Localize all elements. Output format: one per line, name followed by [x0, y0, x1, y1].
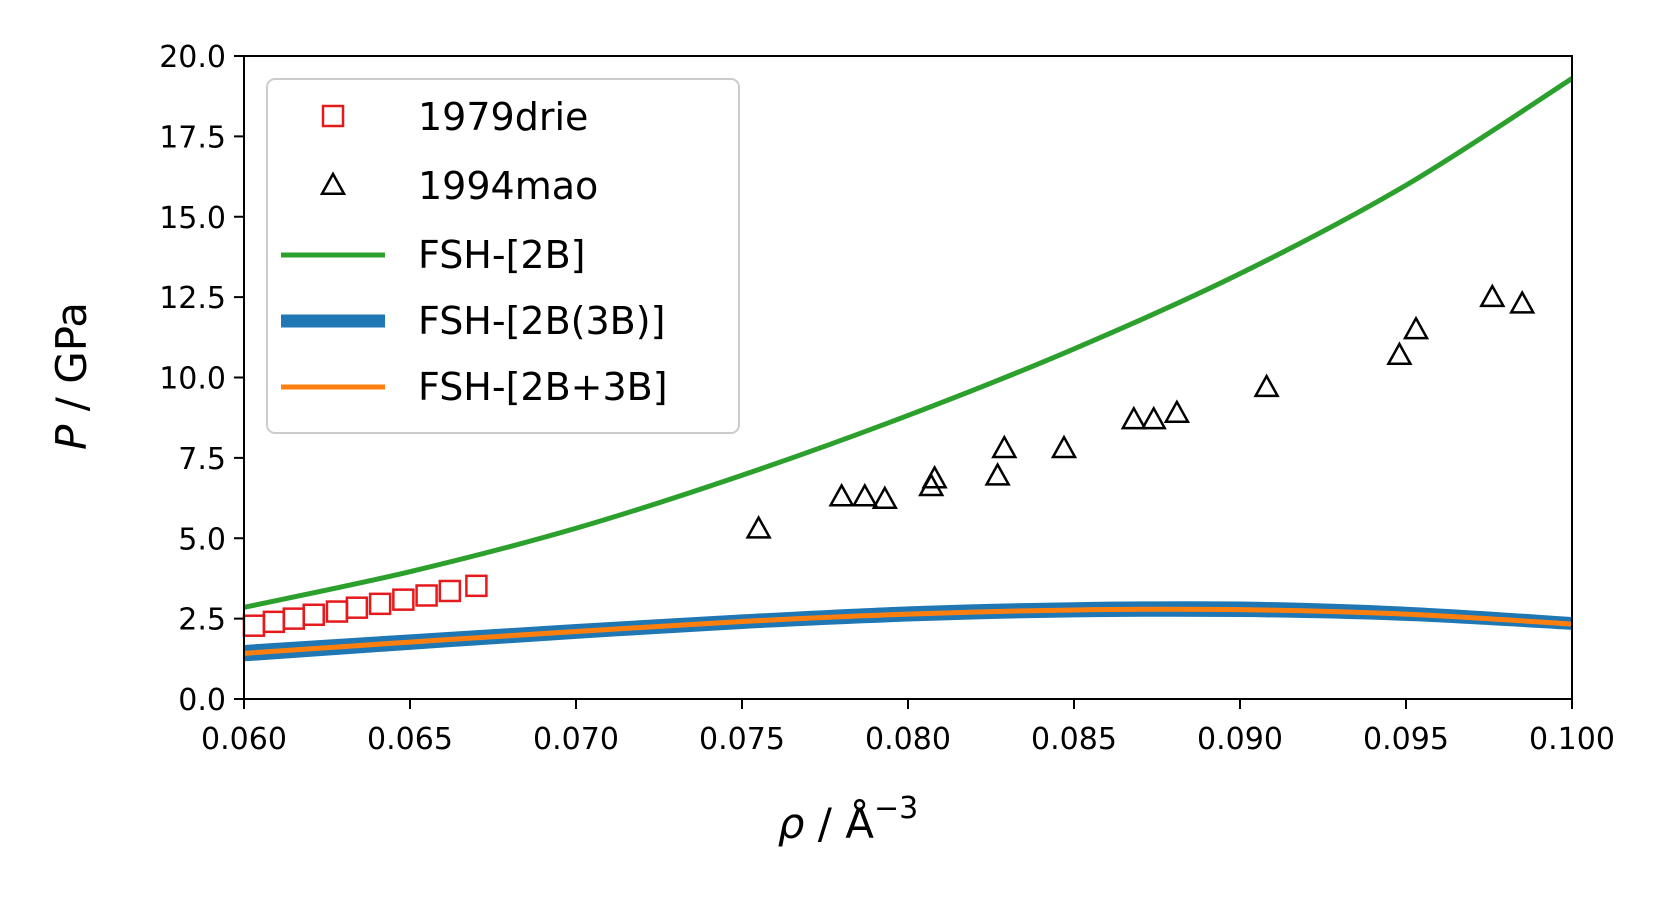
- data-point-1979drie: [242, 614, 266, 637]
- legend-label: FSH-[2B(3B)]: [418, 299, 665, 343]
- data-point-1994mao: [745, 515, 772, 539]
- legend-entry: FSH-[2B(3B)]: [281, 299, 665, 343]
- data-point-1994mao: [1140, 405, 1167, 430]
- data-point-1994mao: [1386, 341, 1413, 366]
- y-axis-label-symbol: P: [47, 424, 96, 450]
- legend-label: FSH-[2B]: [418, 233, 586, 277]
- y-tick-label: 2.5: [178, 603, 226, 638]
- legend-entries: 1979drie 1994mao FSH-[2B] FSH-[2B(3B)] FSH-[…: [281, 95, 668, 409]
- data-point-1994mao: [1402, 315, 1430, 340]
- data-point-1994mao: [991, 434, 1018, 459]
- data-point-1994mao: [851, 482, 878, 507]
- markers-layer: [242, 283, 1536, 637]
- x-axis-label-exponent: −3: [874, 791, 918, 826]
- x-tick-label: 0.060: [201, 722, 287, 757]
- data-point-1979drie: [302, 603, 325, 627]
- data-point-1994mao: [828, 482, 855, 507]
- data-point-1994mao: [1050, 434, 1078, 459]
- x-axis-ticks: 0.060 0.065 0.070 0.075 0.080 0.085 0.090 0.095…: [201, 699, 1615, 757]
- series-line-fsh-2b: [244, 75, 1572, 610]
- y-axis-label-unit: / GPa: [47, 302, 96, 425]
- x-tick-label: 0.065: [367, 722, 453, 757]
- x-tick-label: 0.080: [865, 722, 951, 757]
- x-axis-label: ρ / Å−3: [778, 791, 919, 848]
- legend-label: FSH-[2B+3B]: [418, 365, 668, 409]
- data-point-1994mao: [1253, 373, 1280, 398]
- data-point-1979drie: [392, 588, 415, 611]
- y-tick-label: 5.0: [178, 522, 226, 557]
- data-point-1979drie: [345, 596, 369, 619]
- y-tick-label: 10.0: [159, 362, 226, 397]
- data-point-1994mao: [1509, 290, 1536, 314]
- y-tick-label: 20.0: [159, 40, 226, 75]
- x-axis-label-symbol: ρ: [778, 799, 805, 848]
- curves-layer: [244, 75, 1572, 662]
- x-tick-label: 0.070: [533, 722, 619, 757]
- data-point-1979drie: [465, 574, 488, 598]
- data-point-1994mao: [1479, 283, 1506, 308]
- data-point-1979drie: [368, 592, 392, 616]
- x-tick-label: 0.075: [699, 722, 785, 757]
- x-tick-label: 0.100: [1529, 722, 1615, 757]
- data-point-1994mao: [871, 485, 898, 510]
- legend-marker: [319, 171, 347, 196]
- x-tick-label: 0.090: [1197, 722, 1283, 757]
- data-point-1979drie: [438, 579, 462, 603]
- series-line-fsh-2b-3b: [244, 606, 1572, 656]
- y-tick-label: 17.5: [159, 120, 226, 155]
- y-axis-ticks: 0.0 2.5 5.0 7.5 10.0 12.5 15.0 17.5 20.0: [159, 40, 244, 718]
- legend-label: 1994mao: [418, 164, 598, 208]
- data-point-1979drie: [325, 600, 349, 623]
- y-tick-label: 7.5: [178, 442, 226, 477]
- legend-entry: 1979drie: [321, 95, 588, 139]
- legend-entry: 1994mao: [319, 164, 598, 208]
- legend-box: [266, 78, 740, 434]
- data-point-1979drie: [415, 584, 438, 607]
- x-axis-label-unit: / Å: [804, 798, 874, 848]
- x-tick-label: 0.085: [1031, 722, 1117, 757]
- data-point-1979drie: [262, 610, 286, 634]
- data-point-1994mao: [984, 462, 1011, 486]
- legend-entry: FSH-[2B]: [281, 233, 586, 277]
- data-point-1994mao: [1163, 399, 1191, 423]
- legend-entry: FSH-[2B+3B]: [281, 365, 668, 409]
- y-tick-label: 12.5: [159, 281, 226, 316]
- legend-marker: [321, 104, 345, 128]
- legend-label: 1979drie: [418, 95, 588, 139]
- data-point-1994mao: [921, 464, 948, 489]
- y-tick-label: 0.0: [178, 683, 226, 718]
- y-axis-label: P / GPa: [47, 302, 96, 450]
- data-point-1994mao: [1120, 405, 1147, 430]
- y-tick-label: 15.0: [159, 201, 226, 236]
- x-tick-label: 0.095: [1363, 722, 1449, 757]
- legend: 1979drie 1994mao FSH-[2B] FSH-[2B(3B)] FSH-[…: [266, 78, 740, 434]
- data-point-1979drie: [282, 607, 306, 630]
